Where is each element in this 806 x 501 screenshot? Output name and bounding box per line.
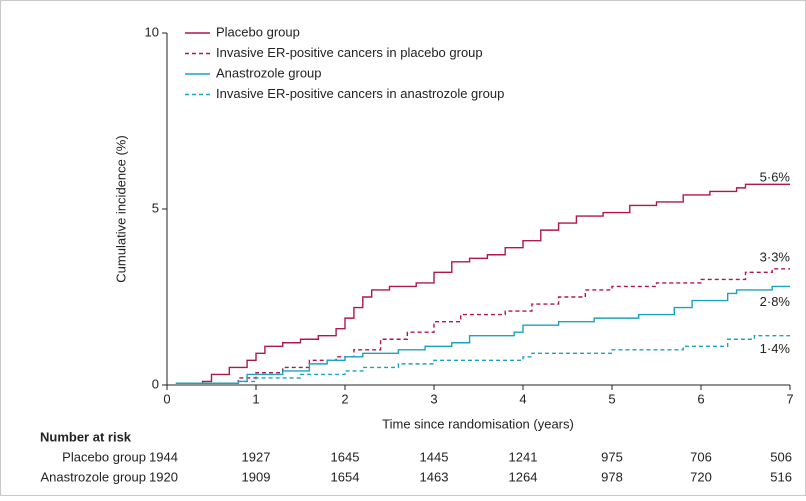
x-tick-label: 7 [786, 391, 793, 406]
risk-value: 1944 [149, 449, 178, 464]
risk-value: 978 [601, 469, 623, 484]
y-tick-label: 0 [152, 376, 159, 391]
y-axis-label: Cumulative incidence (%) [113, 135, 128, 282]
legend-label: Placebo group [216, 24, 300, 39]
risk-value: 1645 [331, 449, 360, 464]
end-label: 2·8% [760, 294, 791, 309]
risk-value: 1445 [420, 449, 449, 464]
legend-label: Invasive ER-positive cancers in placebo … [216, 45, 483, 60]
end-label: 3·3% [760, 249, 791, 264]
legend-label: Invasive ER-positive cancers in anastroz… [216, 86, 504, 101]
risk-row-label: Placebo group [62, 449, 146, 464]
legend-label: Anastrozole group [216, 65, 322, 80]
risk-value: 1654 [331, 469, 360, 484]
risk-value: 1463 [420, 469, 449, 484]
x-axis-label: Time since randomisation (years) [382, 416, 574, 431]
risk-value: 506 [770, 449, 792, 464]
risk-value: 1909 [242, 469, 271, 484]
x-tick-label: 4 [519, 391, 526, 406]
risk-value: 516 [770, 469, 792, 484]
x-tick-label: 0 [163, 391, 170, 406]
end-label: 5·6% [760, 169, 791, 184]
x-tick-label: 2 [341, 391, 348, 406]
x-tick-label: 3 [430, 391, 437, 406]
risk-value: 1927 [242, 449, 271, 464]
step-line [175, 183, 790, 384]
risk-value: 706 [690, 449, 712, 464]
risk-row-label: Anastrozole group [40, 469, 146, 484]
x-tick-label: 6 [697, 391, 704, 406]
x-tick-label: 1 [252, 391, 259, 406]
y-tick-label: 5 [152, 200, 159, 215]
risk-value: 975 [601, 449, 623, 464]
end-label: 1·4% [760, 341, 791, 356]
risk-value: 720 [690, 469, 712, 484]
risk-value: 1241 [509, 449, 538, 464]
step-line [175, 335, 790, 384]
step-line [175, 285, 790, 384]
risk-title: Number at risk [40, 429, 132, 444]
risk-value: 1264 [509, 469, 538, 484]
step-line [202, 268, 790, 384]
x-tick-label: 5 [608, 391, 615, 406]
y-tick-label: 10 [145, 24, 159, 39]
risk-value: 1920 [149, 469, 178, 484]
